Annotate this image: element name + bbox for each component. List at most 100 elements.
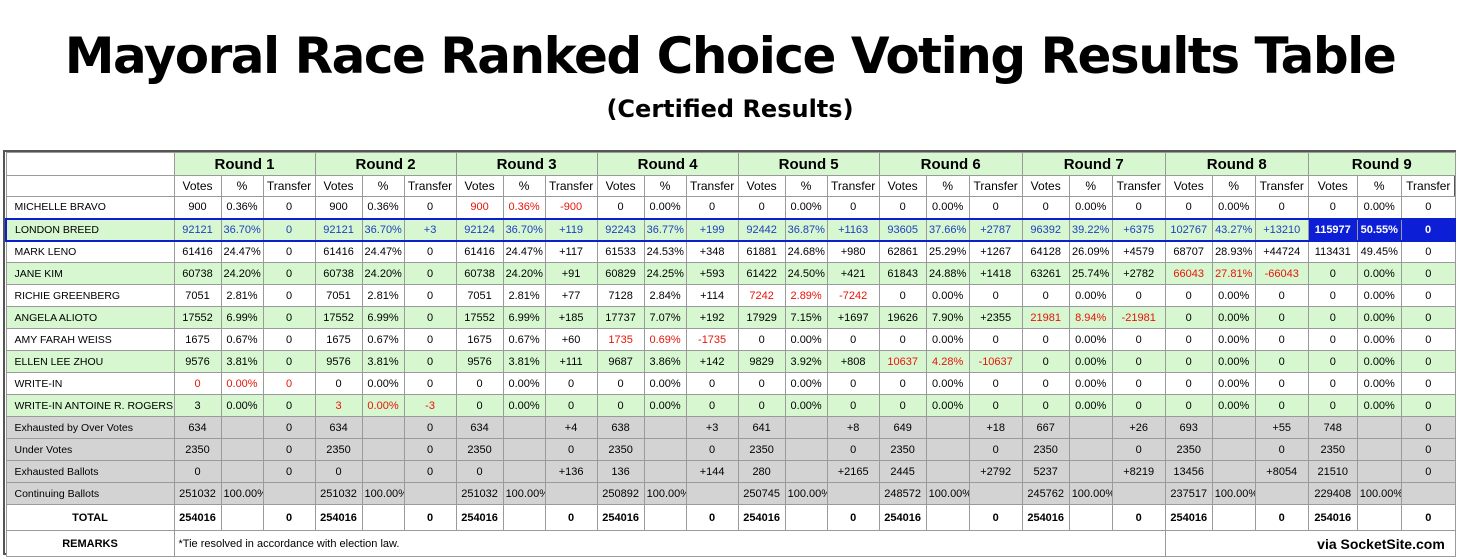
cell-pct: 26.09% [1068, 240, 1113, 263]
candidate-row: MARK LENO 61416 24.47% 0 61416 24.47% 0 61416 24… [5, 240, 1456, 263]
cell-pct: 0.67% [361, 328, 405, 351]
cell-transfer: 0 [403, 504, 457, 531]
cell-transfer: 0 [403, 460, 457, 483]
cell-transfer: 0 [1400, 416, 1456, 439]
cell-transfer: 0 [262, 438, 316, 461]
cell-pct: 0.00% [1068, 328, 1113, 351]
cell-pct [220, 438, 264, 461]
cell-transfer: 0 [262, 350, 316, 373]
cell-transfer: 0 [968, 394, 1023, 417]
cell-votes: 634 [173, 416, 222, 439]
cell-transfer: +142 [685, 350, 739, 373]
cell-votes: 61422 [737, 262, 786, 285]
cell-pct [784, 416, 828, 439]
cell-pct [925, 416, 970, 439]
cell-votes: 63261 [1021, 262, 1070, 285]
cell-pct: 100.00% [361, 482, 405, 505]
cell-votes: 5237 [1021, 460, 1070, 483]
cell-transfer: +8054 [1254, 460, 1309, 483]
column-header-pct: % [502, 175, 546, 197]
round-header: Round 9 [1307, 152, 1456, 176]
cell-transfer: +77 [544, 284, 598, 307]
cell-pct [361, 460, 405, 483]
candidate-row: WRITE-IN 0 0.00% 0 0 0.00% 0 0 0.00% 0 0 0.00% 0 0 0.0… [5, 372, 1456, 395]
candidate-name: MARK LENO [5, 240, 175, 263]
cell-votes: 17552 [455, 306, 504, 329]
cell-transfer: 0 [1400, 240, 1456, 263]
cell-votes: 9576 [314, 350, 363, 373]
cell-transfer: 0 [544, 372, 598, 395]
cell-transfer: +2782 [1111, 262, 1166, 285]
cell-votes: 237517 [1164, 482, 1213, 505]
cell-votes: 250892 [596, 482, 645, 505]
cell-votes: 250745 [737, 482, 786, 505]
cell-votes: 64128 [1021, 240, 1070, 263]
cell-transfer: 0 [685, 196, 739, 219]
cell-transfer: -1735 [685, 328, 739, 351]
cell-transfer: 0 [1111, 438, 1166, 461]
cell-transfer: +348 [685, 240, 739, 263]
cell-transfer: 0 [968, 504, 1023, 531]
corner-cell [5, 152, 175, 176]
cell-votes: 2445 [878, 460, 927, 483]
cell-pct: 0.00% [784, 372, 828, 395]
cell-pct: 0.00% [784, 196, 828, 219]
cell-transfer: 0 [403, 196, 457, 219]
cell-transfer [1111, 482, 1166, 505]
cell-pct: 25.74% [1068, 262, 1113, 285]
candidate-row: LONDON BREED 92121 36.70% 0 92121 36.70% +3 921… [5, 217, 1457, 242]
results-table-container: Round 1 Round 2 Round 3 Round 4 Round 5 Round… [3, 150, 1457, 557]
cell-transfer: 0 [1254, 438, 1309, 461]
cell-pct [361, 438, 405, 461]
cell-votes: 0 [1307, 350, 1358, 373]
cell-transfer: -10637 [968, 350, 1023, 373]
cell-transfer: +1697 [826, 306, 880, 329]
cell-pct: 0.00% [1211, 306, 1256, 329]
cell-votes: 0 [1307, 372, 1358, 395]
cell-votes: 0 [1307, 284, 1358, 307]
candidate-row: ELLEN LEE ZHOU 9576 3.81% 0 9576 3.81% 0 9576 3.… [5, 350, 1456, 373]
cell-pct: 0.00% [1356, 328, 1402, 351]
cell-votes: 748 [1307, 416, 1358, 439]
cell-pct: 0.00% [643, 394, 687, 417]
cell-pct [1211, 504, 1256, 531]
column-header-pct: % [1356, 175, 1402, 197]
cell-pct: 3.92% [784, 350, 828, 373]
cell-votes: 0 [455, 394, 504, 417]
column-header-votes: Votes [596, 175, 645, 197]
cell-transfer: 0 [1400, 504, 1456, 531]
cell-votes: 0 [1307, 196, 1358, 219]
candidate-row: WRITE-IN ANTOINE R. ROGERS 3 0.00% 0 3 0.00% -… [5, 394, 1456, 417]
cell-votes: 2350 [173, 438, 222, 461]
cell-transfer: -900 [544, 196, 598, 219]
column-header-pct: % [784, 175, 828, 197]
cell-transfer: +2165 [826, 460, 880, 483]
cell-votes: 17552 [314, 306, 363, 329]
cell-votes: 92121 [173, 217, 222, 242]
column-header-votes: Votes [314, 175, 363, 197]
candidate-name: WRITE-IN [5, 372, 175, 395]
cell-pct: 0.00% [1211, 394, 1256, 417]
cell-pct: 0.67% [220, 328, 264, 351]
candidate-name: ELLEN LEE ZHOU [5, 350, 175, 373]
cell-transfer [826, 482, 880, 505]
cell-votes: 136 [596, 460, 645, 483]
cell-votes: 0 [737, 196, 786, 219]
cell-pct [1211, 460, 1256, 483]
cell-votes: 0 [314, 460, 363, 483]
cell-votes: 60738 [173, 262, 222, 285]
cell-transfer: 0 [1111, 196, 1166, 219]
remarks-text: *Tie resolved in accordance with electio… [173, 530, 1166, 557]
cell-pct: 2.81% [502, 284, 546, 307]
cell-votes: 115977 [1307, 217, 1358, 242]
cell-pct: 3.81% [361, 350, 405, 373]
cell-transfer: 0 [685, 372, 739, 395]
total-label: TOTAL [5, 504, 175, 531]
cell-votes: 68707 [1164, 240, 1213, 263]
cell-pct: 0.00% [361, 372, 405, 395]
cell-transfer: 0 [1254, 394, 1309, 417]
cell-votes: 9576 [455, 350, 504, 373]
cell-pct: 100.00% [643, 482, 687, 505]
round-header: Round 4 [596, 152, 739, 176]
remarks-label: REMARKS [5, 530, 175, 557]
